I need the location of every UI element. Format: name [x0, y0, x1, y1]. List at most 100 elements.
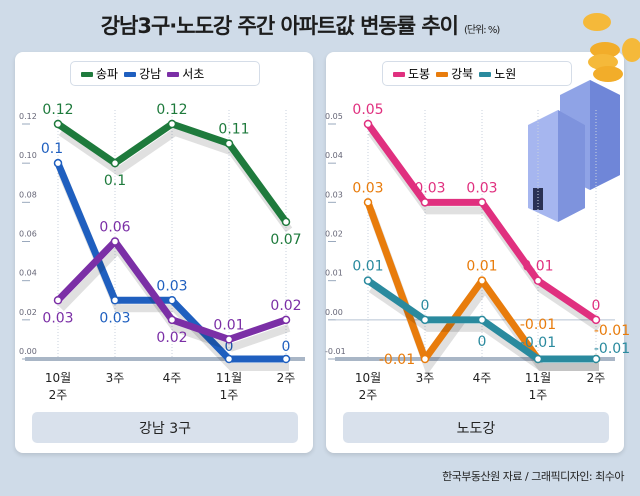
data-point — [53, 158, 63, 168]
x-tick-label: 11월 — [216, 371, 242, 385]
data-label: 0.03 — [156, 278, 187, 294]
chart-title: 강남3구·노도강 주간 아파트값 변동률 추이 (단위: %) — [0, 10, 600, 40]
legend-left: 송파 강남 서초 — [70, 61, 260, 86]
x-tick-label: 4주 — [163, 371, 182, 385]
data-label: 0.12 — [42, 102, 73, 118]
data-point — [420, 354, 430, 364]
data-point — [363, 119, 373, 129]
data-label: 0.03 — [466, 180, 497, 196]
data-point — [591, 315, 601, 325]
data-point — [281, 217, 291, 227]
data-point — [477, 315, 487, 325]
x-tick-label: 3주 — [416, 371, 435, 385]
chart-1: 0.05 0.04 0.03 0.02 0.01 0.00 -0.01 10월 2주 3주 4주 11… — [325, 102, 630, 402]
data-label: 0.01 — [352, 259, 383, 275]
data-label: -0.01 — [520, 335, 556, 351]
data-label: 0.01 — [466, 259, 497, 275]
title-text: 강남3구·노도강 주간 아파트값 변동률 추이 — [100, 14, 459, 38]
data-point — [110, 237, 120, 246]
legend-item: 송파 — [81, 65, 118, 82]
x-tick-label: 2주 — [49, 388, 68, 402]
data-point — [281, 315, 291, 325]
data-point — [591, 354, 601, 364]
data-label: 0.06 — [99, 220, 130, 236]
data-label: 0 — [421, 298, 430, 314]
gangnam-panel — [15, 52, 313, 453]
data-point — [53, 119, 63, 129]
data-point — [224, 354, 234, 364]
data-label: 0.03 — [42, 310, 73, 326]
data-label: 0.03 — [352, 180, 383, 196]
data-label: -0.01 — [379, 352, 415, 368]
y-tick-label: 0.04 — [19, 269, 37, 278]
data-label: 0.03 — [99, 310, 130, 326]
x-tick-label: 2주 — [277, 371, 296, 385]
series-노원: 0.01 0 0 -0.01 -0.01 — [352, 259, 630, 371]
data-label: 0.1 — [41, 141, 63, 157]
data-label: -0.01 — [520, 317, 556, 333]
data-label: 0.11 — [218, 122, 249, 138]
y-tick-label: 0.00 — [325, 308, 343, 317]
y-tick-label: 0.00 — [19, 347, 37, 356]
x-tick-label: 2주 — [359, 388, 378, 402]
y-tick-label: 0.10 — [19, 151, 37, 160]
data-point — [363, 276, 373, 285]
data-point — [224, 335, 234, 344]
x-tick-label: 11월 — [525, 371, 551, 385]
data-point — [477, 276, 487, 285]
data-point — [167, 315, 177, 325]
data-point — [110, 296, 120, 305]
y-tick-label: 0.02 — [325, 230, 343, 239]
y-tick-label: 0.04 — [325, 151, 343, 160]
group-label-gangnam: 강남 3구 — [32, 412, 298, 443]
data-label: 0.01 — [213, 317, 244, 333]
legend-item: 강북 — [436, 65, 473, 82]
y-tick-label: 0.01 — [325, 269, 343, 278]
data-label: 0 — [592, 298, 601, 314]
x-tick-label: 4주 — [473, 371, 492, 385]
data-label: 0.07 — [270, 232, 301, 248]
legend-right: 도봉 강북 노원 — [382, 61, 572, 86]
data-point — [533, 276, 543, 285]
x-tick-label: 10월 — [355, 371, 381, 385]
group-label-nodogang: 노도강 — [343, 412, 609, 443]
legend-item: 강남 — [124, 65, 161, 82]
data-point — [420, 198, 430, 207]
x-tick-label: 2주 — [587, 371, 606, 385]
y-tick-label: 0.08 — [19, 190, 37, 199]
data-point — [281, 354, 291, 364]
legend-item: 노원 — [479, 65, 516, 82]
data-label: 0.03 — [414, 180, 445, 196]
series-shadow — [58, 243, 291, 352]
data-label: 0.1 — [104, 173, 126, 189]
data-label: 0.02 — [270, 298, 301, 314]
x-tick-label: 1주 — [529, 388, 548, 402]
legend-item: 서초 — [167, 65, 204, 82]
building-illustration — [528, 80, 620, 222]
coins-illustration — [583, 13, 640, 82]
y-tick-label: -0.01 — [325, 347, 346, 356]
series-서초: 0.03 0.06 0.02 0.01 0.02 — [42, 220, 302, 352]
data-label: 0.12 — [156, 102, 187, 118]
data-point — [420, 315, 430, 325]
y-tick-label: 0.06 — [19, 230, 37, 239]
data-point — [167, 296, 177, 305]
series-강북: 0.03 -0.01 0.01 -0.01 -0.01 — [352, 180, 630, 376]
x-tick-label: 3주 — [106, 371, 125, 385]
data-point — [363, 198, 373, 207]
y-tick-label: 0.05 — [325, 112, 343, 121]
data-point — [533, 354, 543, 364]
data-point — [477, 198, 487, 207]
data-label: -0.01 — [594, 341, 630, 357]
data-label: 0.01 — [522, 259, 553, 275]
y-tick-label: 0.02 — [19, 308, 37, 317]
source-note: 한국부동산원 자료 / 그래픽디자인: 최수아 — [442, 470, 624, 483]
data-point — [110, 158, 120, 168]
data-label: 0.02 — [156, 330, 187, 346]
data-point — [53, 296, 63, 305]
data-point — [167, 119, 177, 129]
series-shadow — [368, 285, 599, 371]
series-송파: 0.12 0.1 0.12 0.11 0.07 — [42, 102, 301, 248]
